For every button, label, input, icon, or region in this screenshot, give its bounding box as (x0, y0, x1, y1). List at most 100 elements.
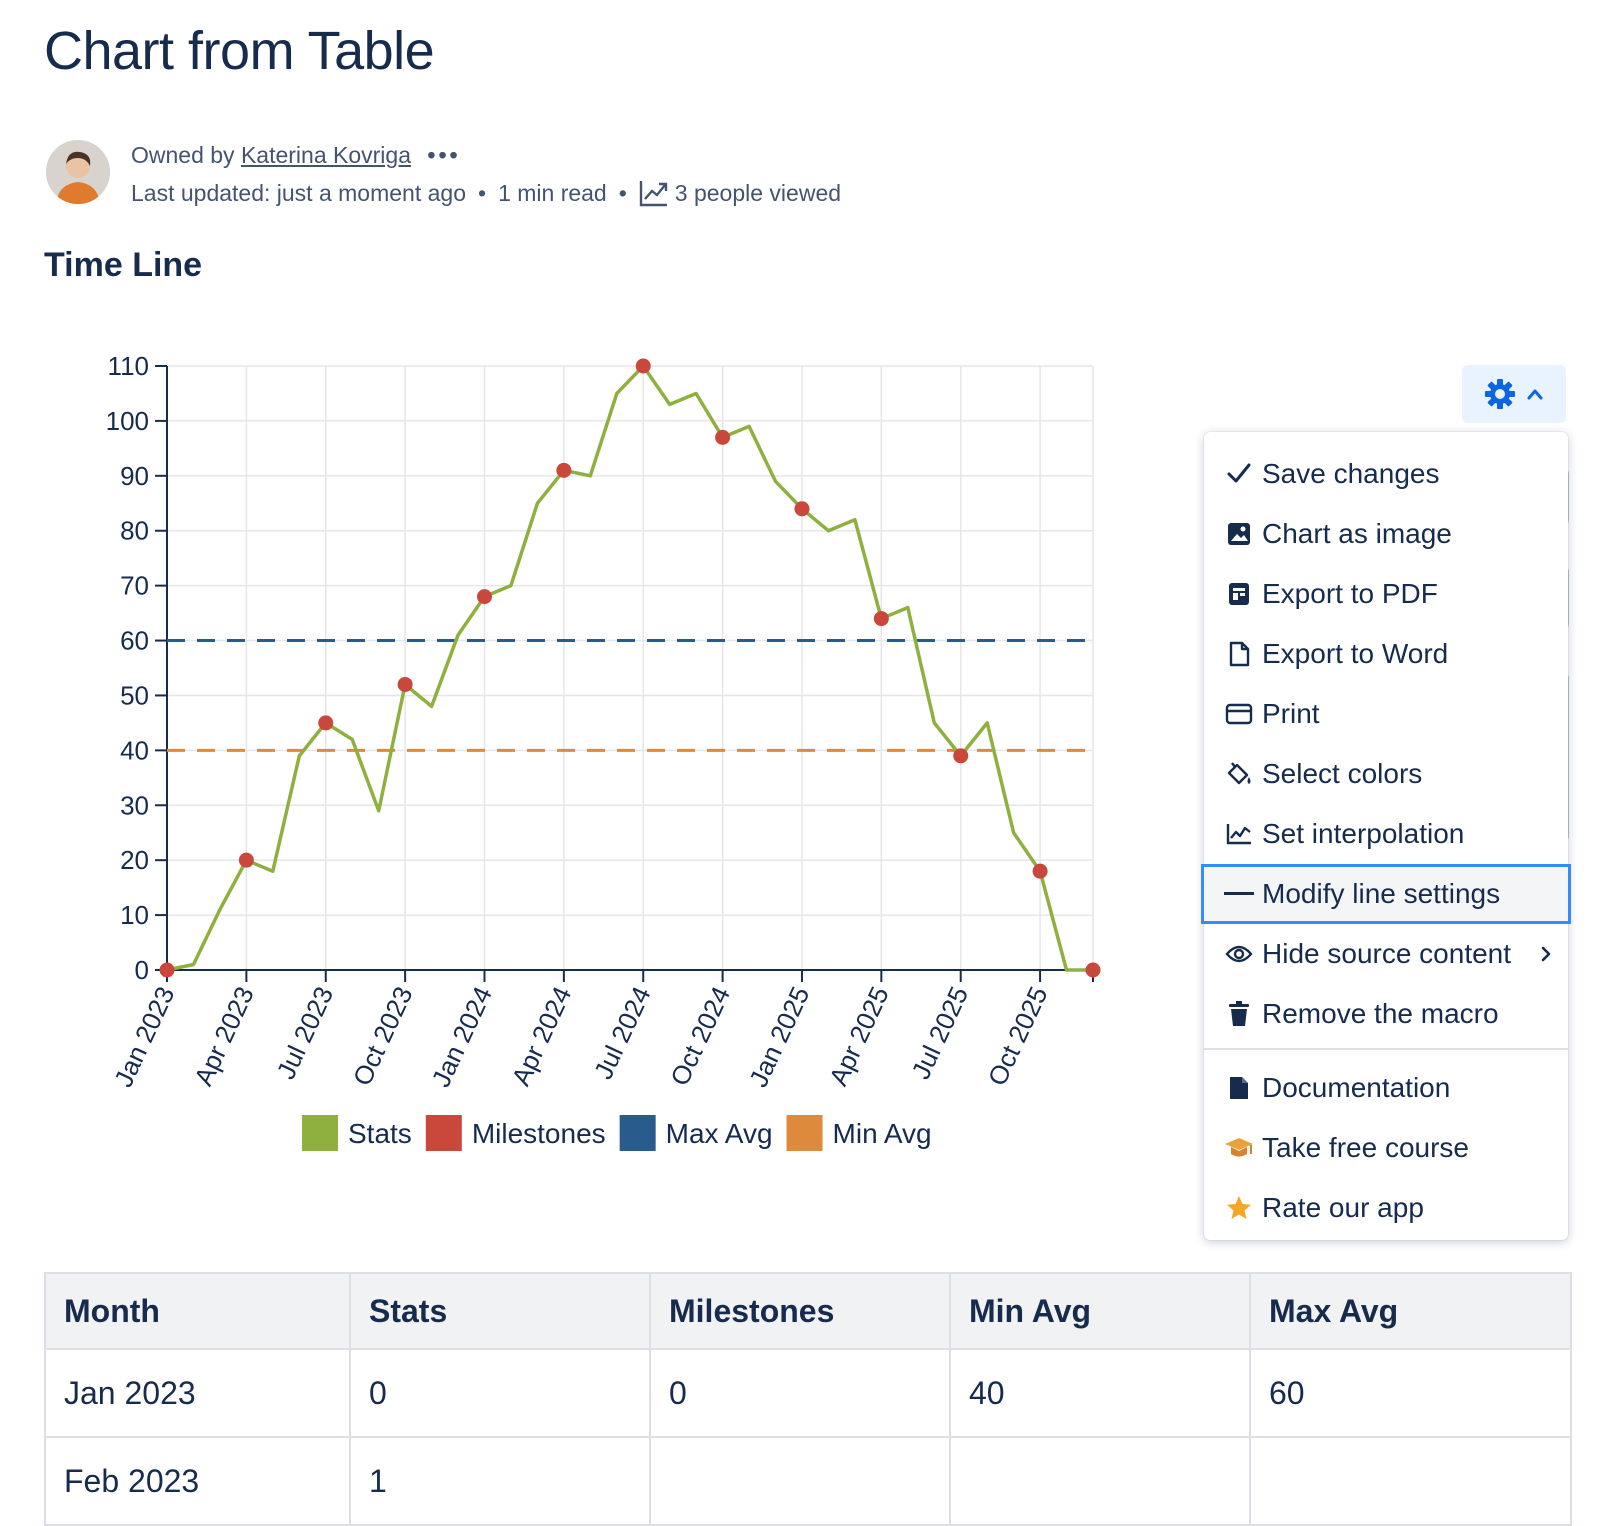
menu-item-export-pdf[interactable]: Export to PDF (1204, 564, 1568, 624)
page-title: Chart from Table (44, 21, 435, 81)
chevron-up-icon (1527, 389, 1543, 400)
table-row: Feb 2023 1 (44, 1436, 1572, 1526)
menu-item-label: Hide source content (1262, 938, 1512, 969)
y-tick-label: 90 (120, 461, 149, 491)
chart-settings-button[interactable] (1462, 365, 1566, 423)
line-chart-icon (1226, 824, 1251, 845)
menu-item-label: Print (1262, 698, 1320, 729)
separator-dot: • (618, 180, 627, 206)
menu-item-select-colors[interactable]: Select colors (1204, 744, 1568, 804)
document-icon (1229, 641, 1250, 667)
column-header-month: Month (44, 1272, 351, 1350)
menu-divider (1204, 1048, 1568, 1050)
x-tick-label: Jul 2023 (270, 982, 339, 1084)
menu-item-label: Remove the macro (1262, 998, 1499, 1029)
x-tick-label: Oct 2025 (982, 982, 1054, 1090)
y-tick-label: 0 (135, 955, 149, 985)
legend-swatch (619, 1115, 656, 1151)
table-cell[interactable]: 40 (949, 1348, 1251, 1438)
avatar-image (46, 140, 110, 204)
y-tick-label: 100 (106, 406, 149, 436)
menu-item-label: Export to PDF (1262, 578, 1438, 609)
x-tick-label: Apr 2023 (188, 982, 260, 1090)
x-tick-label: Jan 2023 (108, 982, 180, 1092)
table-cell[interactable]: 60 (1249, 1348, 1572, 1438)
milestone-point (397, 676, 413, 692)
menu-item-label: Chart as image (1262, 518, 1452, 549)
chart-legend: Stats Milestones Max Avg Min Avg (302, 1115, 932, 1151)
y-tick-label: 110 (108, 351, 149, 381)
menu-item-label: Documentation (1262, 1072, 1451, 1103)
table-cell[interactable]: Jan 2023 (44, 1348, 351, 1438)
milestone-point (794, 501, 810, 517)
menu-item-label: Save changes (1262, 458, 1440, 489)
milestone-point (953, 748, 969, 764)
table-cell[interactable]: 1 (349, 1436, 651, 1526)
y-tick-label: 70 (120, 571, 149, 601)
legend-label: Max Avg (666, 1118, 773, 1149)
table-cell[interactable]: 0 (649, 1348, 951, 1438)
pdf-icon (1229, 583, 1249, 605)
menu-item-print[interactable]: Print (1204, 684, 1568, 744)
image-icon (1228, 523, 1250, 545)
page-icon (1230, 1077, 1248, 1099)
menu-item-label: Modify line settings (1262, 878, 1501, 909)
menu-item-export-word[interactable]: Export to Word (1204, 624, 1568, 684)
trend-icon (639, 181, 667, 207)
owner-link[interactable]: Katerina Kovriga (240, 142, 411, 168)
menu-item-rate-our-app[interactable]: Rate our app (1204, 1178, 1568, 1238)
x-tick-label: Apr 2024 (506, 982, 578, 1090)
eye-icon (1225, 945, 1253, 963)
milestone-point (318, 715, 334, 731)
menu-item-chart-as-image[interactable]: Chart as image (1204, 504, 1568, 564)
owned-by-label: Owned by (131, 142, 235, 168)
menu-item-take-free-course[interactable]: Take free course (1204, 1118, 1568, 1178)
milestone-point (715, 429, 731, 445)
star-icon (1227, 1196, 1251, 1219)
section-title: Time Line (44, 246, 203, 284)
milestone-point (238, 852, 254, 868)
analytics-link[interactable]: 3 people viewed (639, 180, 841, 207)
x-tick-label: Jan 2024 (426, 982, 498, 1092)
last-updated: Last updated: just a moment ago (131, 180, 466, 206)
menu-item-label: Rate our app (1262, 1192, 1424, 1223)
column-header-max-avg: Max Avg (1249, 1272, 1572, 1350)
milestone-point (476, 589, 492, 605)
table-cell[interactable]: Feb 2023 (44, 1436, 351, 1526)
line-icon (1224, 892, 1254, 895)
column-header-stats: Stats (349, 1272, 651, 1350)
source-table: Month Stats Milestones Min Avg Max Avg J… (44, 1272, 1572, 1526)
graduation-cap-icon (1225, 1138, 1253, 1157)
chevron-right-icon (1541, 946, 1551, 962)
y-tick-label: 80 (120, 516, 149, 546)
x-tick-label: Jul 2024 (588, 982, 657, 1084)
menu-item-label: Take free course (1262, 1132, 1469, 1163)
menu-item-hide-source-content[interactable]: Hide source content (1204, 924, 1568, 984)
column-header-min-avg: Min Avg (949, 1272, 1251, 1350)
column-header-milestones: Milestones (649, 1272, 951, 1350)
milestone-point (556, 462, 572, 478)
menu-item-set-interpolation[interactable]: Set interpolation (1204, 804, 1568, 864)
legend-swatch (302, 1115, 338, 1151)
x-tick-label: Apr 2025 (823, 982, 895, 1090)
table-cell[interactable] (1249, 1436, 1572, 1526)
table-cell[interactable] (649, 1436, 951, 1526)
milestone-point (635, 358, 651, 374)
table-cell[interactable]: 0 (349, 1348, 651, 1438)
y-tick-label: 30 (120, 790, 149, 820)
milestone-point (873, 611, 889, 627)
menu-item-modify-line-settings[interactable]: Modify line settings (1201, 864, 1571, 924)
avatar[interactable] (46, 140, 110, 204)
menu-item-save-changes[interactable]: Save changes (1204, 444, 1568, 504)
table-header-row: Month Stats Milestones Min Avg Max Avg (44, 1272, 1572, 1350)
menu-item-remove-macro[interactable]: Remove the macro (1204, 984, 1568, 1044)
check-icon (1227, 463, 1251, 483)
y-tick-label: 20 (120, 845, 149, 875)
more-actions-button[interactable]: ••• (427, 142, 461, 168)
milestone-point (159, 962, 175, 978)
table-cell[interactable] (949, 1436, 1251, 1526)
paint-bucket-icon (1227, 762, 1251, 785)
legend-swatch (786, 1115, 823, 1151)
x-tick-label: Jan 2025 (743, 982, 815, 1092)
menu-item-documentation[interactable]: Documentation (1204, 1058, 1568, 1118)
